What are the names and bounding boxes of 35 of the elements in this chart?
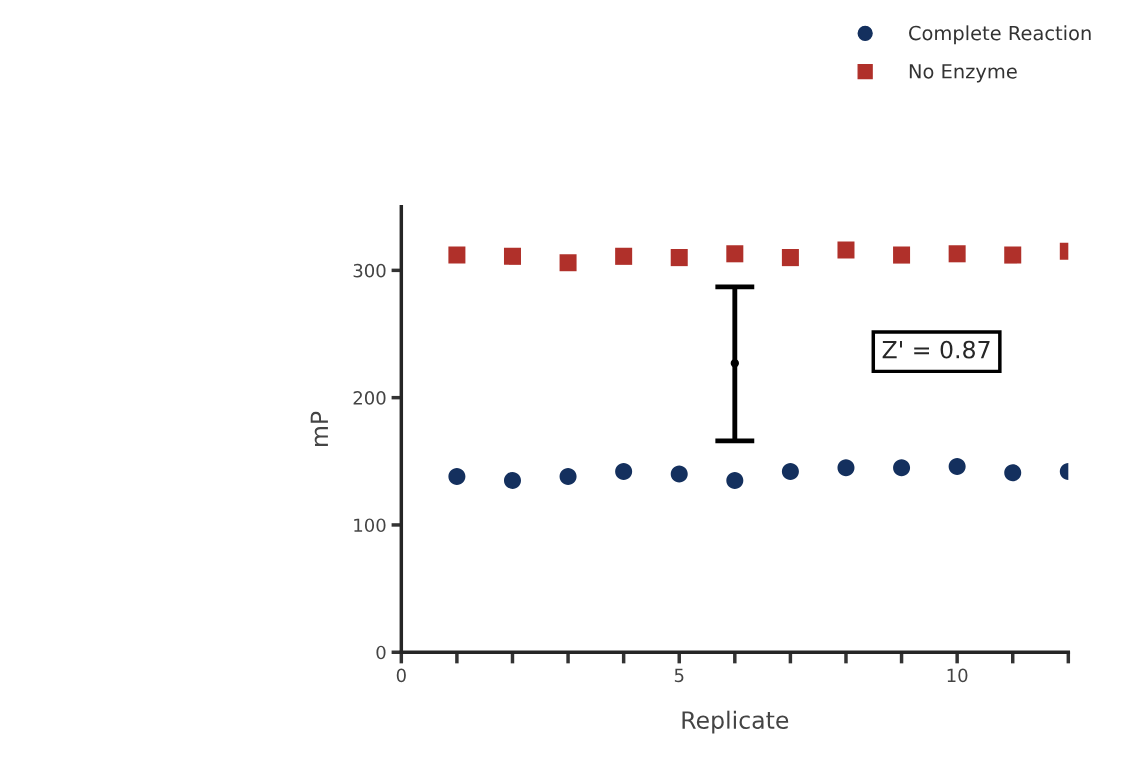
x-tick-label: 0 — [396, 668, 406, 683]
point — [726, 245, 744, 263]
point — [670, 465, 688, 483]
point — [893, 459, 911, 477]
point — [448, 246, 466, 264]
point — [503, 247, 521, 265]
point — [893, 246, 911, 264]
point — [730, 359, 739, 368]
legend-label: Complete Reaction — [909, 25, 1091, 45]
point — [837, 459, 855, 477]
legend-label: No Enzyme — [909, 64, 1017, 83]
point — [837, 241, 855, 259]
point — [670, 249, 688, 267]
x-tick-label: 10 — [947, 668, 968, 683]
point — [781, 462, 799, 480]
point — [948, 245, 966, 263]
point — [503, 471, 521, 489]
x-tick-label: 5 — [674, 668, 684, 683]
y-tick-label: 100 — [354, 518, 386, 533]
point — [726, 471, 744, 489]
x-axis-title: Replicate — [682, 710, 789, 734]
y-tick-label: 300 — [353, 263, 386, 278]
point — [781, 249, 799, 267]
y-tick-label: 0 — [376, 645, 386, 660]
y-tick-label: 200 — [353, 391, 386, 405]
point — [615, 247, 633, 265]
y-axis-title: mP — [310, 411, 328, 446]
point — [948, 457, 966, 475]
point — [559, 254, 577, 272]
annotation: Z' = 0.87 — [882, 340, 990, 359]
point — [559, 468, 577, 486]
point — [448, 468, 466, 486]
point — [615, 462, 633, 480]
point — [1004, 464, 1022, 482]
point — [1004, 246, 1022, 264]
